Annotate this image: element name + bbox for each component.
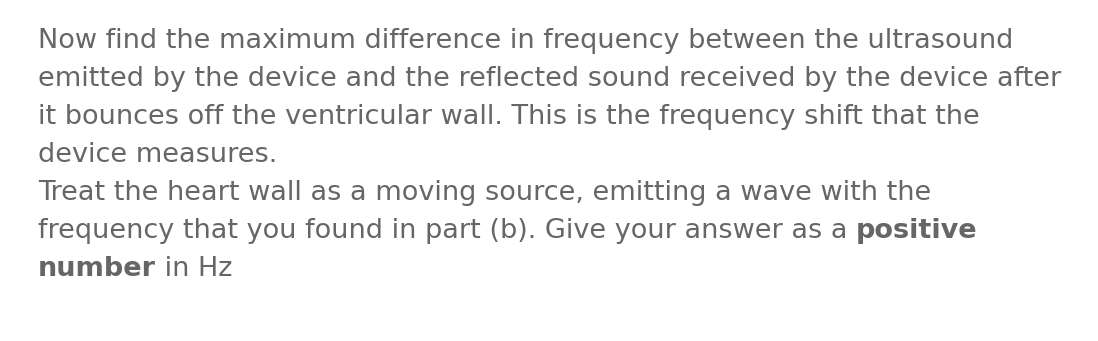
Text: positive: positive <box>856 218 977 244</box>
Text: Treat the heart wall as a moving source, emitting a wave with the: Treat the heart wall as a moving source,… <box>38 180 931 206</box>
Text: it bounces off the ventricular wall. This is the frequency shift that the: it bounces off the ventricular wall. Thi… <box>38 104 979 130</box>
Text: frequency that you found in part (b). Give your answer as a: frequency that you found in part (b). Gi… <box>38 218 856 244</box>
Text: emitted by the device and the reflected sound received by the device after: emitted by the device and the reflected … <box>38 66 1062 92</box>
Text: number: number <box>38 256 156 282</box>
Text: in Hz: in Hz <box>156 256 233 282</box>
Text: device measures.: device measures. <box>38 142 278 168</box>
Text: Now find the maximum difference in frequency between the ultrasound: Now find the maximum difference in frequ… <box>38 28 1013 54</box>
